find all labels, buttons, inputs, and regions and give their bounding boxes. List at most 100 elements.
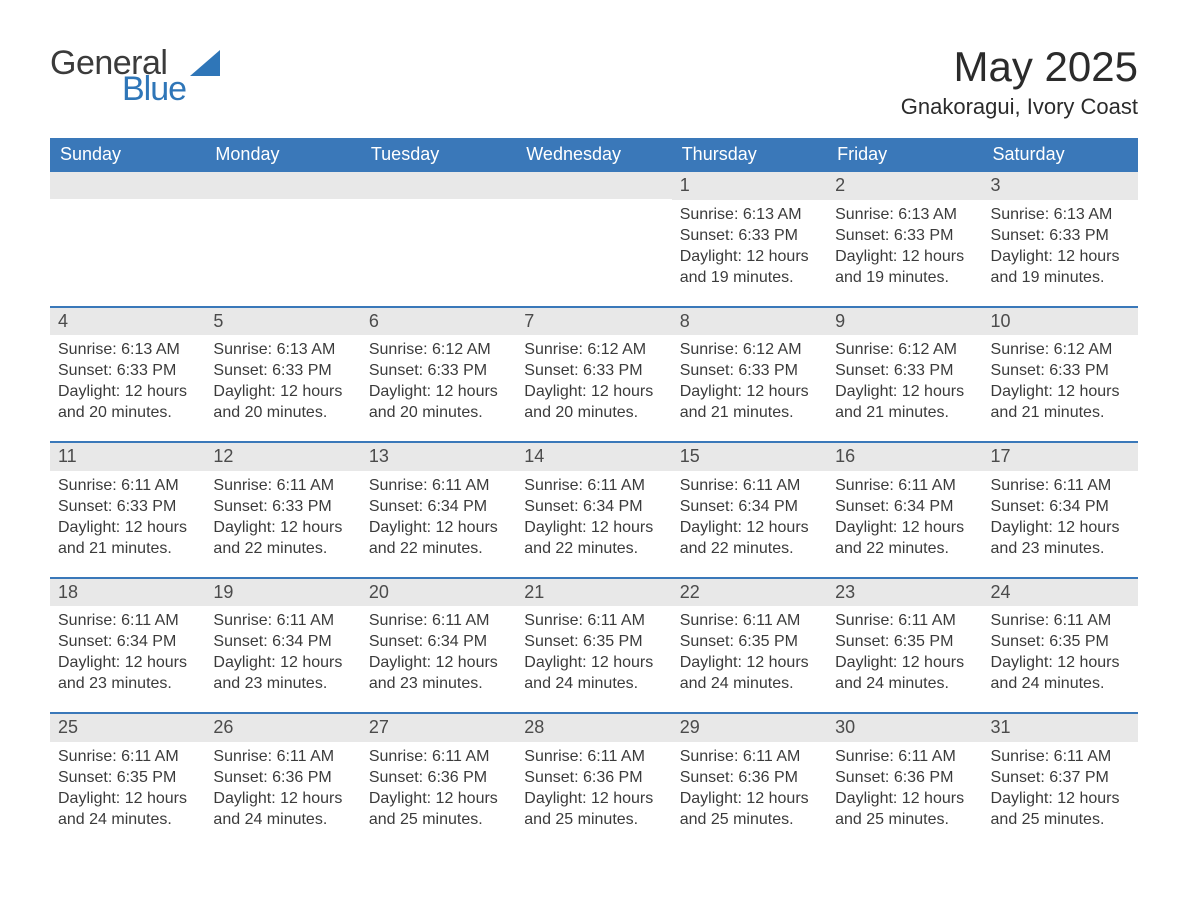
day-cell: 5 Sunrise: 6:13 AMSunset: 6:33 PMDaylight… bbox=[205, 308, 360, 428]
day-cell bbox=[516, 172, 671, 292]
sunrise-line: Sunrise: 6:11 AM bbox=[524, 610, 663, 631]
sunrise-line: Sunrise: 6:11 AM bbox=[835, 610, 974, 631]
daylight-line: Daylight: 12 hours and 23 minutes. bbox=[213, 652, 352, 694]
day-number: 13 bbox=[361, 443, 516, 471]
day-number: 30 bbox=[827, 714, 982, 742]
sunset-line: Sunset: 6:33 PM bbox=[524, 360, 663, 381]
daylight-line: Daylight: 12 hours and 24 minutes. bbox=[524, 652, 663, 694]
day-body bbox=[50, 199, 205, 291]
day-number: 4 bbox=[50, 308, 205, 336]
day-number: 18 bbox=[50, 579, 205, 607]
day-cell: 20 Sunrise: 6:11 AMSunset: 6:34 PMDayligh… bbox=[361, 579, 516, 699]
day-cell: 3Sunrise: 6:13 AMSunset: 6:33 PMDaylight… bbox=[983, 172, 1138, 292]
daylight-line: Daylight: 12 hours and 20 minutes. bbox=[213, 381, 352, 423]
sunrise-line: Sunrise: 6:11 AM bbox=[369, 610, 508, 631]
day-cell: 19Sunrise: 6:11 AMSunset: 6:34 PMDayligh… bbox=[205, 579, 360, 699]
weekday-header: Saturday bbox=[983, 138, 1138, 172]
title-block: May 2025 Gnakoragui, Ivory Coast bbox=[901, 46, 1138, 120]
sunset-line: Sunset: 6:33 PM bbox=[369, 360, 508, 381]
sunset-line: Sunset: 6:35 PM bbox=[680, 631, 819, 652]
day-body: Sunrise: 6:11 AMSunset: 6:34 PMDaylight:… bbox=[205, 606, 360, 698]
day-cell: 21Sunrise: 6:11 AMSunset: 6:35 PMDayligh… bbox=[516, 579, 671, 699]
day-cell bbox=[205, 172, 360, 292]
day-cell: 28Sunrise: 6:11 AMSunset: 6:36 PMDayligh… bbox=[516, 714, 671, 834]
day-cell: 11Sunrise: 6:11 AMSunset: 6:33 PMDayligh… bbox=[50, 443, 205, 563]
day-number bbox=[205, 172, 360, 199]
sunset-line: Sunset: 6:33 PM bbox=[213, 496, 352, 517]
sunrise-line: Sunrise: 6:13 AM bbox=[213, 339, 352, 360]
sunset-line: Sunset: 6:34 PM bbox=[991, 496, 1130, 517]
day-body bbox=[361, 199, 516, 291]
day-body: Sunrise: 6:11 AMSunset: 6:35 PMDaylight:… bbox=[516, 606, 671, 698]
sunset-line: Sunset: 6:34 PM bbox=[680, 496, 819, 517]
day-number: 27 bbox=[361, 714, 516, 742]
sunrise-line: Sunrise: 6:12 AM bbox=[369, 339, 508, 360]
sunrise-line: Sunrise: 6:11 AM bbox=[835, 746, 974, 767]
sunrise-line: Sunrise: 6:11 AM bbox=[58, 746, 197, 767]
daylight-line: Daylight: 12 hours and 19 minutes. bbox=[835, 246, 974, 288]
day-cell: 26Sunrise: 6:11 AMSunset: 6:36 PMDayligh… bbox=[205, 714, 360, 834]
sunset-line: Sunset: 6:35 PM bbox=[58, 767, 197, 788]
day-body: Sunrise: 6:13 AMSunset: 6:33 PMDaylight:… bbox=[672, 200, 827, 292]
daylight-line: Daylight: 12 hours and 25 minutes. bbox=[835, 788, 974, 830]
sunset-line: Sunset: 6:33 PM bbox=[680, 360, 819, 381]
day-body: Sunrise: 6:11 AMSunset: 6:35 PMDaylight:… bbox=[827, 606, 982, 698]
day-cell: 8Sunrise: 6:12 AMSunset: 6:33 PMDaylight… bbox=[672, 308, 827, 428]
sunset-line: Sunset: 6:33 PM bbox=[213, 360, 352, 381]
week-row: 25Sunrise: 6:11 AMSunset: 6:35 PMDayligh… bbox=[50, 712, 1138, 834]
day-number: 11 bbox=[50, 443, 205, 471]
day-cell: 1Sunrise: 6:13 AMSunset: 6:33 PMDaylight… bbox=[672, 172, 827, 292]
day-body: Sunrise: 6:12 AMSunset: 6:33 PMDaylight:… bbox=[983, 335, 1138, 427]
sunset-line: Sunset: 6:34 PM bbox=[369, 631, 508, 652]
day-number: 5 bbox=[205, 308, 360, 336]
day-body: Sunrise: 6:11 AMSunset: 6:34 PMDaylight:… bbox=[983, 471, 1138, 563]
day-body: Sunrise: 6:11 AMSunset: 6:36 PMDaylight:… bbox=[827, 742, 982, 834]
day-number: 20 bbox=[361, 579, 516, 607]
header: General Blue May 2025 Gnakoragui, Ivory … bbox=[50, 46, 1138, 120]
day-number: 3 bbox=[983, 172, 1138, 200]
day-cell: 9Sunrise: 6:12 AMSunset: 6:33 PMDaylight… bbox=[827, 308, 982, 428]
daylight-line: Daylight: 12 hours and 22 minutes. bbox=[213, 517, 352, 559]
sunset-line: Sunset: 6:36 PM bbox=[213, 767, 352, 788]
day-number: 23 bbox=[827, 579, 982, 607]
daylight-line: Daylight: 12 hours and 20 minutes. bbox=[524, 381, 663, 423]
day-number: 19 bbox=[205, 579, 360, 607]
day-number: 31 bbox=[983, 714, 1138, 742]
day-number: 16 bbox=[827, 443, 982, 471]
sunrise-line: Sunrise: 6:11 AM bbox=[213, 746, 352, 767]
day-body: Sunrise: 6:11 AMSunset: 6:35 PMDaylight:… bbox=[983, 606, 1138, 698]
sunrise-line: Sunrise: 6:11 AM bbox=[369, 475, 508, 496]
sunset-line: Sunset: 6:34 PM bbox=[369, 496, 508, 517]
day-cell: 24Sunrise: 6:11 AMSunset: 6:35 PMDayligh… bbox=[983, 579, 1138, 699]
day-number: 21 bbox=[516, 579, 671, 607]
sunrise-line: Sunrise: 6:11 AM bbox=[680, 610, 819, 631]
sunrise-line: Sunrise: 6:13 AM bbox=[58, 339, 197, 360]
day-body bbox=[205, 199, 360, 291]
week-row: 11Sunrise: 6:11 AMSunset: 6:33 PMDayligh… bbox=[50, 441, 1138, 563]
daylight-line: Daylight: 12 hours and 24 minutes. bbox=[991, 652, 1130, 694]
day-number: 1 bbox=[672, 172, 827, 200]
sunrise-line: Sunrise: 6:13 AM bbox=[991, 204, 1130, 225]
day-body: Sunrise: 6:11 AMSunset: 6:33 PMDaylight:… bbox=[50, 471, 205, 563]
day-body bbox=[516, 199, 671, 291]
sunrise-line: Sunrise: 6:11 AM bbox=[58, 475, 197, 496]
sunset-line: Sunset: 6:34 PM bbox=[524, 496, 663, 517]
daylight-line: Daylight: 12 hours and 23 minutes. bbox=[369, 652, 508, 694]
day-cell: 4Sunrise: 6:13 AMSunset: 6:33 PMDaylight… bbox=[50, 308, 205, 428]
daylight-line: Daylight: 12 hours and 24 minutes. bbox=[213, 788, 352, 830]
day-cell: 13Sunrise: 6:11 AMSunset: 6:34 PMDayligh… bbox=[361, 443, 516, 563]
weekday-header-row: SundayMondayTuesdayWednesdayThursdayFrid… bbox=[50, 138, 1138, 172]
day-number: 29 bbox=[672, 714, 827, 742]
calendar-grid: SundayMondayTuesdayWednesdayThursdayFrid… bbox=[50, 138, 1138, 834]
sunrise-line: Sunrise: 6:12 AM bbox=[835, 339, 974, 360]
daylight-line: Daylight: 12 hours and 20 minutes. bbox=[58, 381, 197, 423]
sunset-line: Sunset: 6:33 PM bbox=[835, 225, 974, 246]
day-cell: 16Sunrise: 6:11 AMSunset: 6:34 PMDayligh… bbox=[827, 443, 982, 563]
sunset-line: Sunset: 6:37 PM bbox=[991, 767, 1130, 788]
day-body: Sunrise: 6:11 AMSunset: 6:36 PMDaylight:… bbox=[205, 742, 360, 834]
day-body: Sunrise: 6:11 AMSunset: 6:34 PMDaylight:… bbox=[50, 606, 205, 698]
daylight-line: Daylight: 12 hours and 24 minutes. bbox=[58, 788, 197, 830]
weekday-header: Sunday bbox=[50, 138, 205, 172]
day-number: 28 bbox=[516, 714, 671, 742]
daylight-line: Daylight: 12 hours and 25 minutes. bbox=[369, 788, 508, 830]
